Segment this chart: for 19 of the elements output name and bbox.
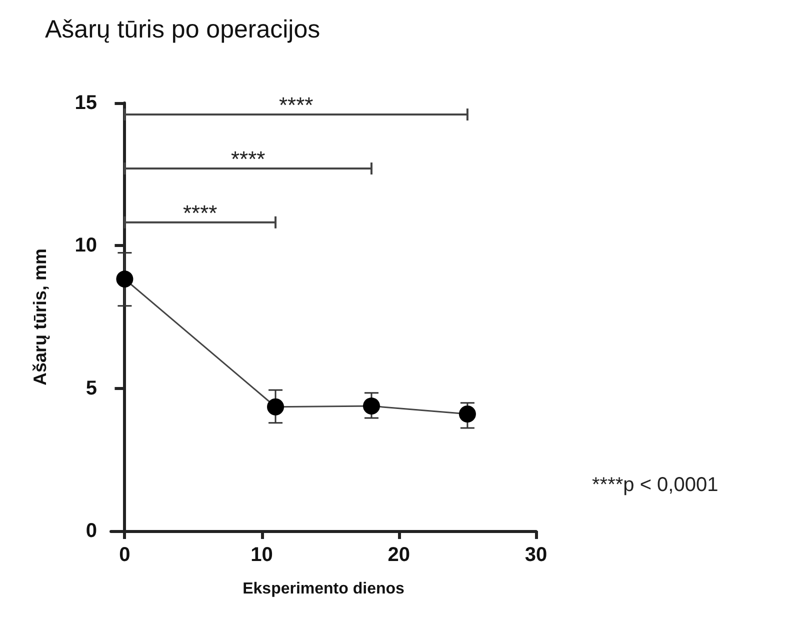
y-tick-label: 15 — [74, 92, 97, 114]
x-tick-label: 20 — [388, 544, 410, 566]
annotation: **** — [230, 146, 266, 172]
x-tick-label: 30 — [524, 544, 548, 566]
point — [458, 406, 476, 423]
x-tick-label: 0 — [119, 544, 130, 566]
y-tick-label: 10 — [74, 234, 97, 257]
annotation: **** — [182, 200, 218, 226]
annotation: **** — [278, 92, 314, 118]
point — [363, 398, 380, 415]
text: ****p < 0,0001 — [592, 474, 718, 496]
y-tick-label: 5 — [86, 377, 97, 400]
y-axis-title: Ašarų tūris, mm — [30, 248, 50, 386]
chart-title: Ašarų tūris po operacijos — [45, 16, 320, 44]
point — [116, 270, 134, 288]
y-tick-label: 0 — [86, 520, 97, 542]
point — [267, 398, 284, 416]
x-tick-label: 10 — [250, 544, 273, 566]
x-axis-title: Eksperimento dienos — [242, 580, 405, 598]
